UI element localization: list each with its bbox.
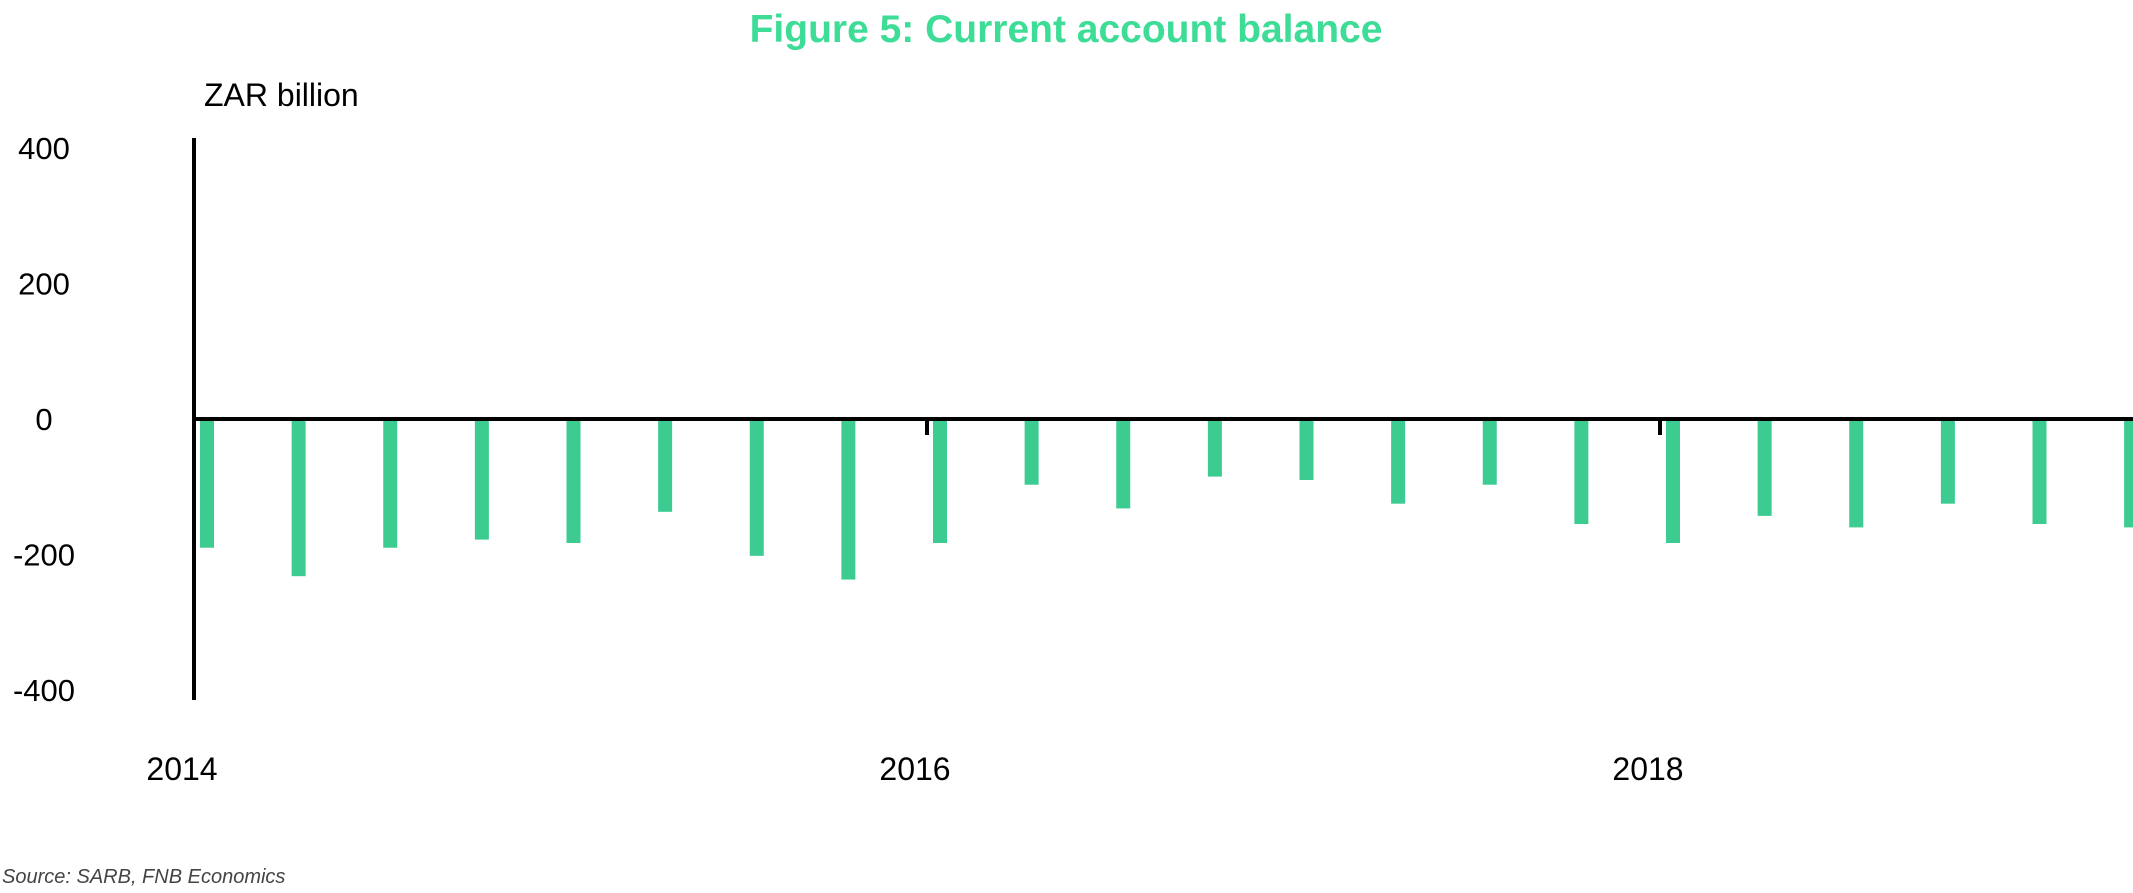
y-tick-labels: 400 200 0 -200 -400 <box>13 131 75 708</box>
bar <box>1116 419 1131 509</box>
bar <box>933 419 947 543</box>
bar <box>1299 419 1314 480</box>
bars-group <box>200 419 2133 580</box>
x-tick-labels: 201420162018202020222024 <box>146 751 1683 787</box>
bar <box>2032 419 2047 525</box>
bar <box>1849 419 1864 528</box>
bar <box>2124 419 2133 528</box>
bar <box>1482 419 1497 485</box>
y-axis-label: ZAR billion <box>204 77 359 113</box>
bar <box>658 419 673 512</box>
bar <box>1757 419 1772 516</box>
y-tick-label: 0 <box>35 402 52 437</box>
bar <box>1940 419 1955 504</box>
bar <box>1666 419 1680 543</box>
y-tick-label: -200 <box>13 538 75 573</box>
x-tick-label: 2014 <box>146 751 217 787</box>
bar <box>200 419 214 548</box>
bar <box>1207 419 1222 477</box>
y-tick-label: 200 <box>18 267 70 302</box>
bar <box>1574 419 1589 525</box>
y-tick-label: 400 <box>18 131 70 166</box>
bar <box>749 419 764 556</box>
bar <box>566 419 581 543</box>
x-tick-label: 2016 <box>879 751 950 787</box>
bar <box>1024 419 1039 485</box>
source-note: Source: SARB, FNB Economics <box>2 866 285 888</box>
chart-title: Figure 5: Current account balance <box>750 8 1383 51</box>
y-tick-label: -400 <box>13 673 75 708</box>
bar <box>474 419 489 540</box>
x-tick-label: 2018 <box>1612 751 1683 787</box>
axes <box>192 138 2133 700</box>
bar <box>383 419 398 548</box>
bar <box>1391 419 1406 504</box>
bar <box>291 419 306 577</box>
bar <box>841 419 856 580</box>
